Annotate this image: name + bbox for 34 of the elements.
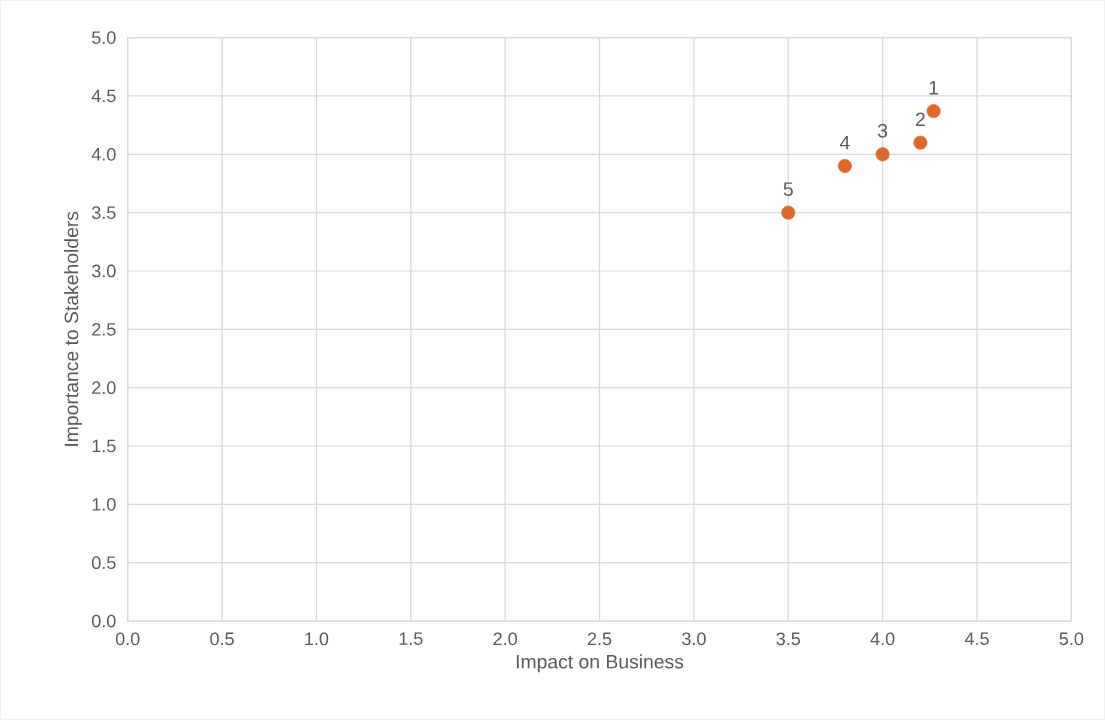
x-tick-label: 3.0: [682, 632, 706, 646]
x-tick-label: 1.0: [305, 632, 329, 646]
x-tick-label: 4.0: [870, 632, 895, 646]
y-tick-label: 2.0: [92, 381, 116, 395]
x-tick-label: 2.0: [493, 632, 517, 646]
point: [781, 205, 796, 220]
y-axis-title: Importance to Stakeholders: [64, 211, 83, 446]
y-tick-label: 0.5: [91, 556, 116, 570]
y-tick-label: 3.5: [91, 206, 116, 220]
x-tick-label: 0.5: [210, 632, 234, 646]
x-axis-title: Impact on Business: [516, 654, 684, 673]
y-tick-label: 1.0: [92, 498, 116, 511]
x-tick-label: 0.0: [115, 632, 140, 646]
x-tick-label: 4.5: [964, 632, 989, 646]
y-tick-label: 2.5: [92, 323, 116, 336]
y-tick-label: 1.5: [92, 439, 116, 453]
x-tick-label: 2.5: [587, 632, 612, 646]
annotation: 3: [877, 124, 888, 138]
point: [913, 135, 928, 150]
annotation: 2: [915, 112, 925, 127]
y-tick-label: 0.0: [91, 614, 116, 628]
y-tick-label: 4.5: [91, 89, 116, 103]
annotation: 1: [929, 81, 939, 95]
y-tick-label: 4.0: [91, 148, 116, 161]
x-tick-label: 1.5: [399, 632, 423, 646]
annotation: 5: [783, 182, 793, 197]
point: [875, 147, 890, 162]
annotation: 4: [839, 136, 850, 150]
y-tick-label: 5.0: [91, 31, 116, 45]
point: [837, 159, 852, 174]
point: [926, 104, 941, 119]
y-tick-label: 3.0: [91, 264, 116, 278]
x-tick-label: 5.0: [1059, 632, 1084, 646]
x-tick-label: 3.5: [776, 632, 801, 646]
